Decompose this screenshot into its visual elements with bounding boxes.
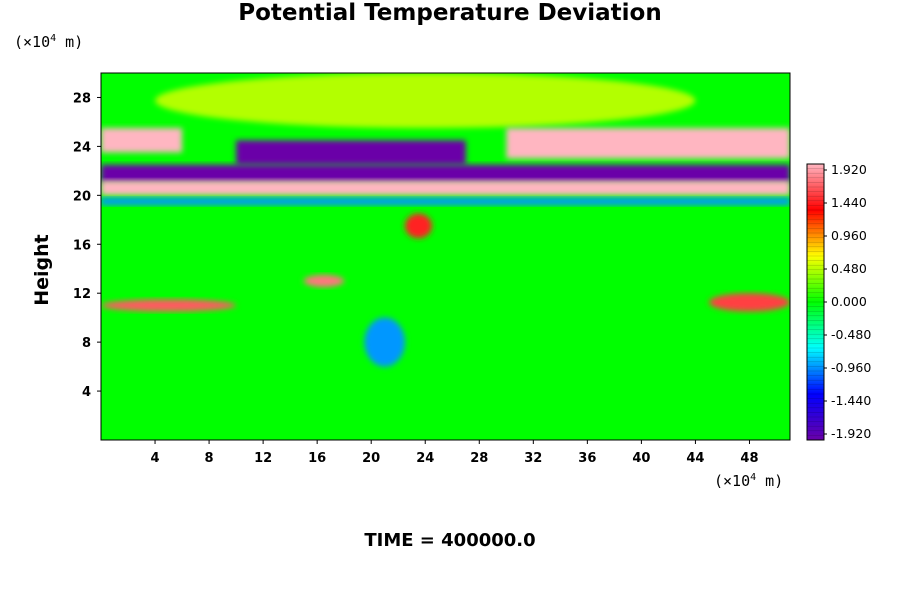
colorbar-tick-label: 0.000 <box>831 294 867 309</box>
colorbar-tick-label: -0.480 <box>831 327 871 342</box>
x-tick-label: 28 <box>470 451 488 466</box>
x-tick-label: 32 <box>524 451 542 466</box>
x-unit-suffix: m) <box>756 472 784 490</box>
field-region-cold-streak <box>101 197 790 206</box>
y-tick-label: 8 <box>82 336 91 351</box>
colorbar-tick-label: -1.440 <box>831 393 871 408</box>
y-unit-exponent: 4 <box>50 33 57 44</box>
field-region-cold-layer <box>101 164 790 184</box>
chart-title: Potential Temperature Deviation <box>238 0 662 26</box>
colorbar-tick-label: -0.960 <box>831 360 871 375</box>
y-axis-ticks: 4 8 12 16 20 24 28 <box>73 91 101 400</box>
x-axis-unit: (×104 m) <box>714 472 783 490</box>
colorbar-tick-label: 1.440 <box>831 195 867 210</box>
y-tick-label: 28 <box>73 91 91 106</box>
y-tick-label: 24 <box>73 140 91 155</box>
x-tick-label: 44 <box>686 451 704 466</box>
x-tick-label: 24 <box>416 451 434 466</box>
time-label: TIME = 400000.0 <box>364 530 536 551</box>
y-tick-label: 4 <box>82 385 91 400</box>
x-tick-label: 36 <box>578 451 596 466</box>
field-region-warm-blob <box>303 274 345 288</box>
colorbar-tick-label: 0.960 <box>831 228 867 243</box>
y-tick-label: 16 <box>73 238 91 253</box>
x-tick-label: 40 <box>632 451 650 466</box>
field-region-cold-band-center <box>236 140 466 165</box>
y-tick-label: 20 <box>73 189 91 204</box>
field-region-warm-blob <box>404 213 432 239</box>
colorbar-tick-label: 0.480 <box>831 261 867 276</box>
x-unit-prefix: (×10 <box>714 472 751 490</box>
field-region-warm-band-left <box>101 128 183 153</box>
x-tick-label: 8 <box>205 451 214 466</box>
field-region-warm-patches <box>708 293 790 312</box>
y-axis-unit: (×104 m) <box>14 33 83 51</box>
heatmap-field <box>101 73 790 440</box>
x-tick-label: 16 <box>308 451 326 466</box>
colorbar-tick-label: -1.920 <box>831 426 871 441</box>
field-region-warm-layer <box>101 180 790 196</box>
x-tick-label: 48 <box>740 451 758 466</box>
x-tick-label: 4 <box>151 451 160 466</box>
plot-frame <box>100 72 791 441</box>
field-region-warm-patches <box>101 299 237 312</box>
field-region-upper-warm-dome <box>155 73 696 129</box>
field-region-warm-band-right <box>506 128 790 159</box>
x-tick-label: 12 <box>254 451 272 466</box>
field-region-cold-plume <box>364 317 405 367</box>
colorbar: 1.920 1.440 0.960 0.480 0.000 -0.480 -0.960 -1.… <box>806 162 871 441</box>
x-unit-exponent: 4 <box>750 472 757 483</box>
colorbar-tick-label: 1.920 <box>831 162 867 177</box>
x-tick-label: 20 <box>362 451 380 466</box>
y-unit-prefix: (×10 <box>14 33 51 51</box>
x-axis-ticks: 4 8 12 16 20 24 28 32 36 40 44 48 <box>151 440 759 466</box>
y-tick-label: 12 <box>73 287 91 302</box>
y-unit-suffix: m) <box>56 33 84 51</box>
